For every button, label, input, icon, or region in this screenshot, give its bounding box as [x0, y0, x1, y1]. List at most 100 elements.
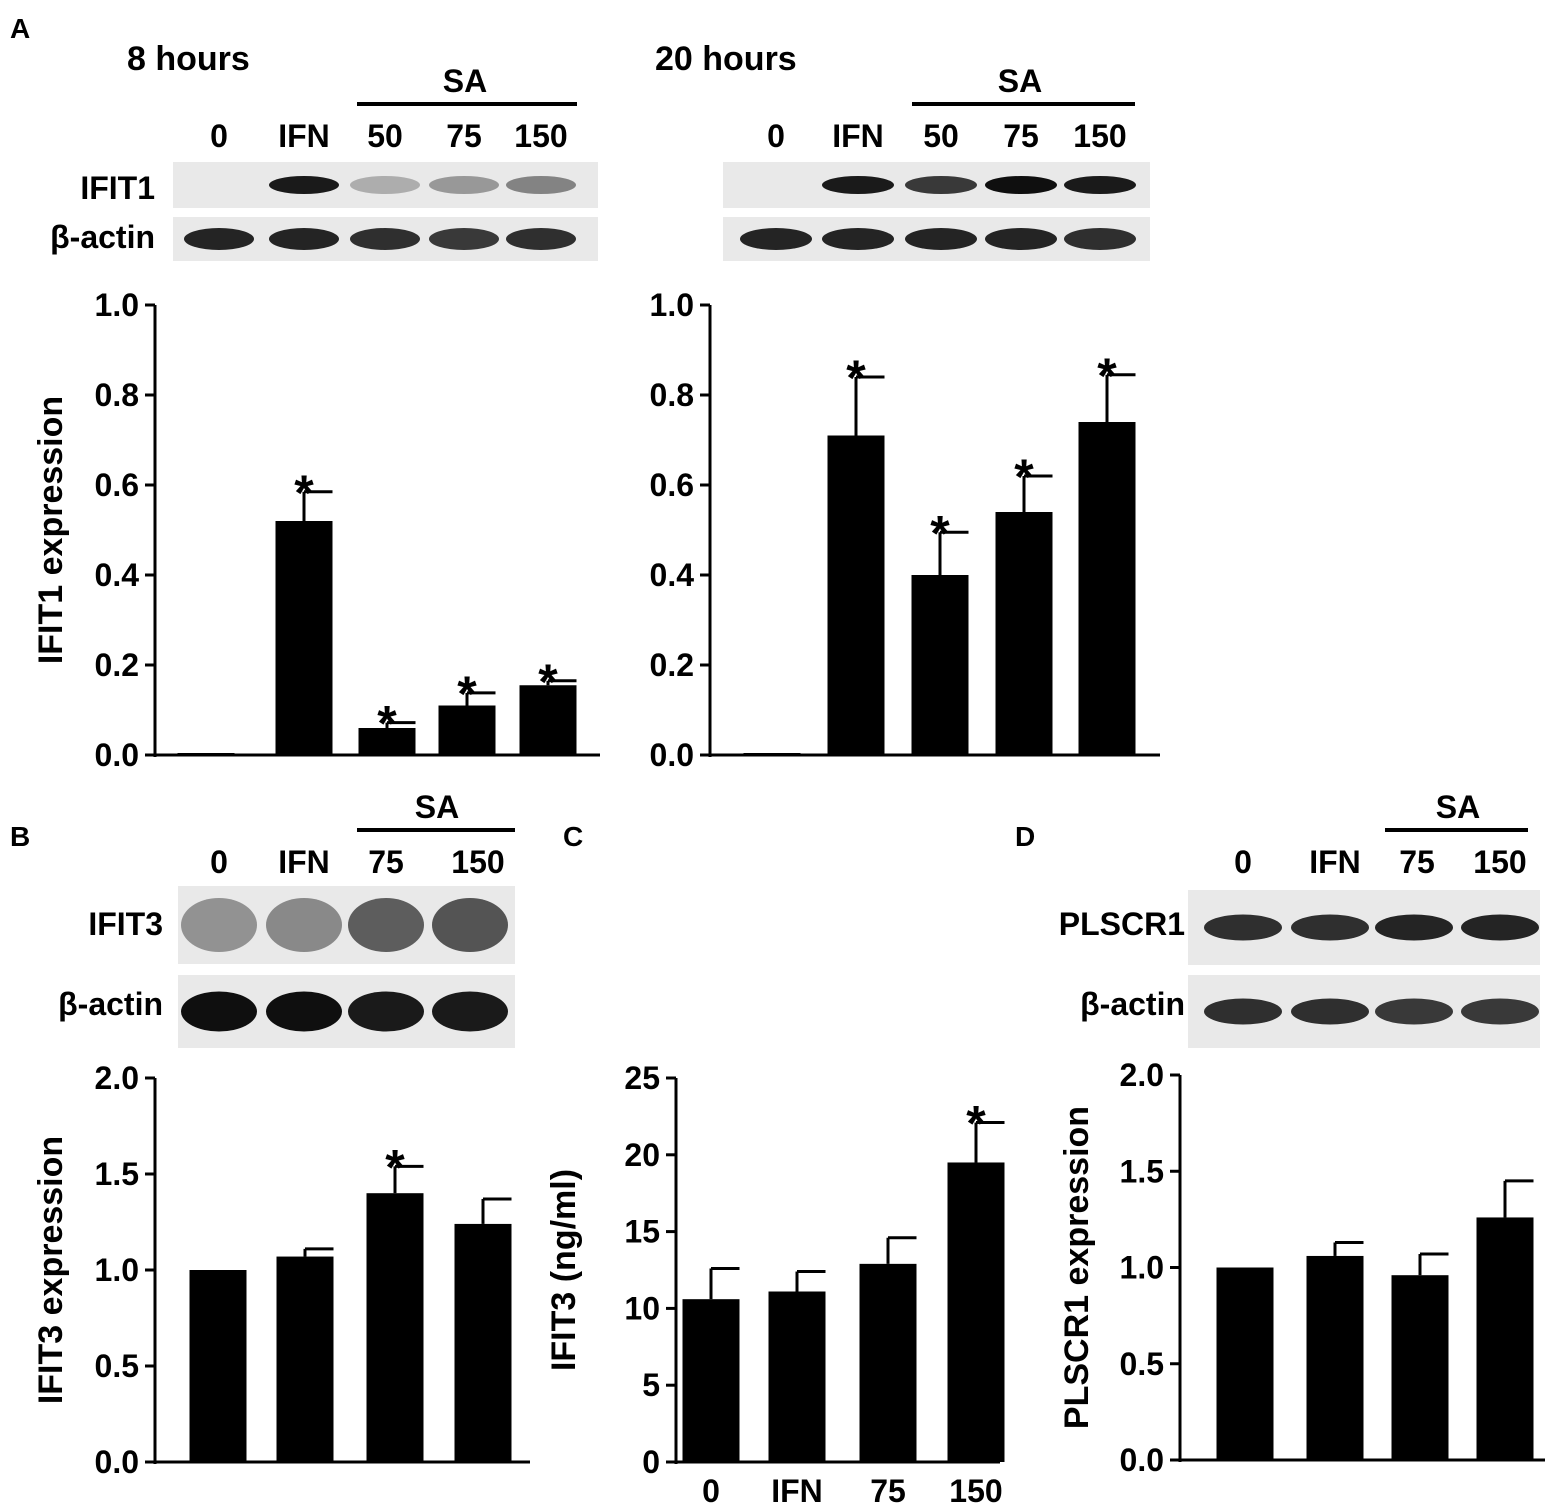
panel-a-20h-blot-band-0-4: [1064, 176, 1136, 194]
panel-a-8h-sa-label: SA: [443, 63, 487, 99]
x-tick-label: 0: [702, 1473, 720, 1504]
y-axis-label: IFIT3 (ng/ml): [545, 1169, 583, 1371]
bar-75: [859, 1263, 917, 1462]
bar-50: [911, 575, 969, 755]
panel-d-blot-band-0-1: [1291, 914, 1369, 941]
panel-b-sa-label: SA: [415, 789, 459, 825]
bar-0: [189, 1270, 247, 1462]
bar-0: [743, 753, 801, 755]
y-tick-label: 15: [624, 1214, 660, 1250]
y-tick-label: 0.2: [650, 647, 694, 683]
panel-a-20h-lane-label-3: 75: [1003, 118, 1039, 154]
panel-b-lane-label-2: 75: [368, 844, 404, 880]
panel-a-8h-blot-band-1-3: [429, 228, 499, 250]
panel-d-blot-band-0-3: [1461, 914, 1539, 941]
bar-0: [1216, 1267, 1274, 1460]
panel-a-20h-blot-band-0-1: [822, 176, 894, 194]
bar-75: [995, 512, 1053, 755]
y-tick-label: 0.5: [1120, 1346, 1164, 1382]
panel-d-lane-label-2: 75: [1399, 844, 1435, 880]
panel-letter-c: C: [563, 821, 583, 852]
panel-letter-b: B: [10, 821, 30, 852]
panel-b-lane-label-3: 150: [451, 844, 504, 880]
panel-a-8h-blot-band-1-1: [269, 228, 339, 250]
y-tick-label: 25: [624, 1060, 660, 1096]
y-tick-label: 0.5: [95, 1348, 139, 1384]
panel-a-20h-title: 20 hours: [655, 40, 797, 78]
panel-d-western-blot: [1188, 890, 1540, 1048]
panel-a-20h-lane-label-2: 50: [923, 118, 959, 154]
panel-a-8h-blot-band-0-2: [350, 176, 420, 194]
panel-a-8h-blot-band-1-2: [350, 228, 420, 250]
panel-a-20h-lane-label-0: 0: [767, 118, 785, 154]
panel-d-blot-band-1-2: [1375, 998, 1453, 1025]
panel-b-lane-label-0: 0: [210, 844, 228, 880]
significance-star: *: [538, 654, 558, 710]
significance-star: *: [930, 505, 950, 561]
bar-150: [1078, 422, 1136, 755]
panel-b-blot-band-1-2: [348, 991, 424, 1032]
bar-0: [682, 1299, 740, 1462]
y-tick-label: 0.2: [95, 647, 139, 683]
panel-a-8h-western-blot: [173, 162, 598, 261]
significance-star: *: [377, 696, 397, 752]
chart-panel-a-20h: 0.0 0.2 0.4 0.6 0.8 1.0 * * * *: [650, 287, 1160, 773]
y-tick-label: 0.0: [95, 1444, 139, 1480]
panel-a-20h-lane-label-1: IFN: [832, 118, 884, 154]
y-axis-label: IFIT3 expression: [32, 1136, 70, 1404]
panel-letter-a: A: [10, 13, 30, 44]
bar-0: [177, 753, 235, 755]
bar-150: [947, 1162, 1005, 1462]
y-tick-label: 0: [642, 1444, 660, 1480]
y-axis-label: PLSCR1 expression: [1058, 1106, 1096, 1429]
panel-b-blot-band-1-3: [432, 991, 508, 1032]
y-tick-label: 0.8: [650, 377, 694, 413]
panel-a-20h-blot-band-0-3: [985, 176, 1057, 194]
panel-a-8h-blot-band-0-1: [269, 176, 339, 194]
y-tick-label: 0.4: [95, 557, 140, 593]
panel-b-western-blot: [178, 886, 515, 1048]
significance-star: *: [457, 666, 477, 722]
bar-50: [358, 728, 416, 755]
significance-star: *: [846, 350, 866, 406]
bar-75: [366, 1193, 424, 1462]
panel-a-8h-blot-band-1-0: [184, 228, 254, 250]
panel-b-lane-label-1: IFN: [278, 844, 330, 880]
panel-d-lane-label-1: IFN: [1309, 844, 1361, 880]
significance-star: *: [966, 1096, 986, 1152]
panel-a-20h-blot-band-1-4: [1064, 228, 1136, 250]
bar-150: [454, 1223, 512, 1462]
panel-b-blot-band-1-1: [266, 991, 342, 1032]
bar-150: [519, 685, 577, 755]
bar-IFN: [827, 435, 885, 755]
y-tick-label: 1.0: [1120, 1250, 1164, 1286]
panel-d-row-label-plscr1: PLSCR1: [1059, 906, 1185, 942]
panel-d-blot-band-1-1: [1291, 998, 1369, 1025]
panel-a-8h-row-label-ifit1: IFIT1: [80, 170, 155, 206]
panel-a-20h-blot-band-1-0: [740, 228, 812, 250]
panel-a-8h-lane-label-3: 75: [446, 118, 482, 154]
panel-d-lane-label-3: 150: [1473, 844, 1526, 880]
panel-a-8h-lane-label-0: 0: [210, 118, 228, 154]
y-tick-label: 0.6: [95, 467, 139, 503]
significance-star: *: [1097, 348, 1117, 404]
y-tick-label: 10: [624, 1290, 660, 1326]
panel-d-blot-band-0-0: [1204, 914, 1282, 941]
panel-d-blot-band-0-2: [1375, 914, 1453, 941]
panel-a-20h-western-blot: [723, 162, 1150, 261]
y-tick-label: 1.0: [95, 1252, 139, 1288]
bar-IFN: [768, 1291, 826, 1462]
y-tick-label: 0.8: [95, 377, 139, 413]
bar-IFN: [275, 521, 333, 755]
bar-IFN: [1306, 1255, 1364, 1460]
y-tick-label: 0.0: [650, 737, 694, 773]
y-tick-label: 0.0: [95, 737, 139, 773]
panel-a-8h-row-label-actin: β-actin: [50, 219, 155, 255]
panel-d-sa-label: SA: [1436, 789, 1480, 825]
y-tick-label: 1.5: [95, 1156, 139, 1192]
x-tick-label: IFN: [771, 1473, 823, 1504]
y-tick-label: 0.0: [1120, 1442, 1164, 1478]
y-tick-label: 2.0: [1120, 1057, 1164, 1093]
panel-d-blot-band-1-3: [1461, 998, 1539, 1025]
x-tick-label: 75: [870, 1473, 906, 1504]
